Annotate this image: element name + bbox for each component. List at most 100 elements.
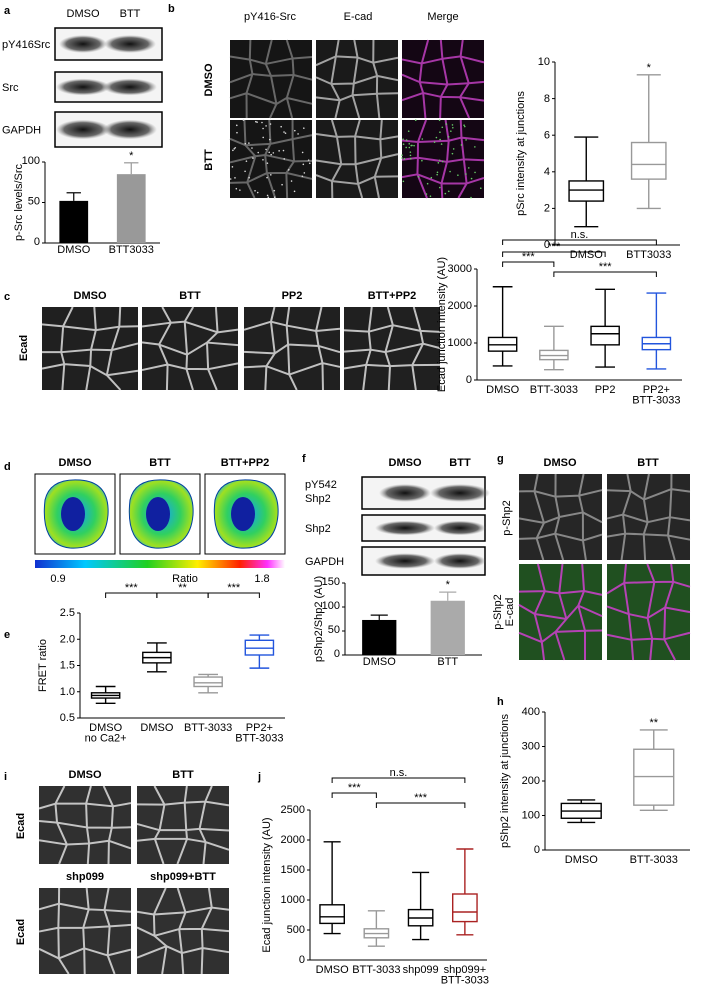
micrograph (42, 307, 138, 390)
rotated-label: Ecad (15, 813, 27, 839)
label: Shp2 (305, 523, 331, 535)
speckle (254, 189, 256, 192)
speckle (414, 119, 417, 122)
y-tick-label: 100 (22, 155, 40, 167)
rotated-label: Ecad (15, 919, 27, 945)
speckle (449, 170, 451, 173)
micrograph (137, 786, 229, 864)
y-tick-label: 0 (544, 239, 550, 251)
label: 1.8 (254, 573, 269, 585)
speckle (290, 180, 293, 182)
speckle (262, 127, 264, 130)
y-tick-label: 200 (522, 775, 540, 787)
y-tick-label: 2.0 (60, 633, 75, 645)
speckle (234, 177, 236, 179)
speckle (266, 194, 269, 197)
speckle (474, 146, 476, 148)
label: E-cad (344, 11, 373, 23)
label: 0.9 (50, 573, 65, 585)
x-tick-label: DMSO (570, 249, 603, 261)
speckle (262, 158, 264, 161)
speckle (269, 123, 272, 125)
speckle (248, 176, 250, 179)
speckle (445, 123, 448, 125)
speckle (438, 159, 441, 162)
speckle (303, 172, 306, 174)
speckle (417, 175, 420, 178)
label: BTT (449, 457, 471, 469)
cell-junctions (38, 785, 132, 865)
box (193, 676, 223, 688)
speckle (403, 157, 406, 160)
bracket (331, 777, 466, 783)
speckle (235, 187, 238, 190)
speckle (301, 175, 304, 178)
x-tick-label: DMSO (486, 384, 519, 396)
speckle (301, 151, 304, 154)
rotated-label: Ecad junction intensity (AU) (436, 257, 448, 392)
y-tick-label: 10 (538, 56, 550, 68)
x-tick-label: DMSO (565, 854, 598, 866)
speckle (232, 149, 234, 152)
speckle (470, 196, 472, 199)
panel-letter: i (4, 771, 7, 783)
speckle (278, 150, 280, 152)
blot-band (434, 520, 486, 536)
speckle (266, 176, 268, 179)
label: DMSO (74, 290, 107, 302)
cell-junctions (136, 785, 230, 865)
y-tick-label: 1000 (448, 337, 472, 349)
x-tick-label: PP2+ BTT-3033 (632, 384, 680, 406)
bracket (502, 251, 606, 257)
label: BTT (120, 8, 141, 20)
speckle (444, 192, 447, 195)
label: Src (2, 82, 19, 94)
speckle (413, 144, 415, 147)
cell-junctions (606, 563, 691, 661)
panel-letter: j (257, 771, 261, 783)
y-tick-label: 1.0 (60, 686, 75, 698)
x-tick-label: DMSO no Ca2+ (85, 722, 127, 744)
label: shp099 (66, 871, 104, 883)
micrograph (607, 474, 690, 560)
bracket (207, 592, 260, 598)
panel-letter: g (497, 453, 504, 465)
cell-junctions (518, 563, 603, 661)
speckle (252, 157, 254, 159)
label: DMSO (59, 457, 92, 469)
label: pY416Src (2, 39, 51, 51)
speckle (284, 132, 287, 134)
significance: * (129, 150, 134, 162)
x-tick-label: DMSO (316, 964, 349, 976)
speckle (430, 176, 433, 179)
speckle (231, 166, 234, 168)
speckle (308, 162, 311, 165)
speckle (281, 183, 283, 186)
speckle (408, 146, 411, 149)
label: BTT (179, 290, 201, 302)
cell-junctions (41, 306, 139, 391)
fret-nucleus (146, 497, 170, 531)
bracket (331, 792, 377, 798)
speckle (460, 144, 463, 146)
panel-letter: h (497, 696, 504, 708)
speckle (447, 136, 450, 138)
speckle (451, 152, 454, 155)
y-tick-label: 50 (28, 196, 40, 208)
speckle (437, 162, 440, 164)
speckle (266, 162, 269, 164)
x-tick-label: BTT3033 (109, 244, 154, 256)
x-tick-label: BTT-3033 (530, 384, 578, 396)
bracket (375, 802, 466, 808)
speckle (409, 157, 412, 160)
speckle (256, 191, 259, 194)
cell-junctions (315, 119, 399, 199)
speckle (233, 147, 236, 150)
speckle (421, 138, 424, 140)
speckle (467, 167, 470, 169)
bracket (502, 261, 555, 267)
cell-junctions (343, 306, 441, 391)
panel-letter: f (302, 453, 306, 465)
speckle (441, 126, 444, 129)
speckle (450, 130, 452, 132)
